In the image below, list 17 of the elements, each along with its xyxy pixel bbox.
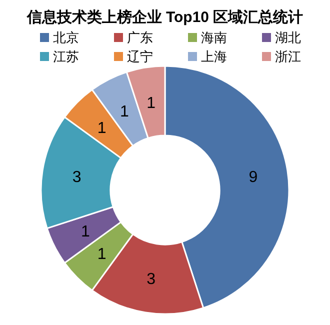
- data-label: 1: [97, 120, 106, 137]
- data-label: 3: [72, 169, 82, 186]
- data-label: 1: [81, 224, 90, 241]
- data-label: 1: [97, 246, 106, 264]
- data-label: 3: [146, 271, 156, 288]
- legend-label: 辽宁: [127, 49, 153, 64]
- legend-label: 海南: [201, 30, 227, 45]
- legend-label: 广东: [127, 30, 153, 45]
- legend-label: 北京: [53, 30, 79, 45]
- chart-title: 信息技术类上榜企业 Top10 区域汇总统计: [26, 9, 304, 26]
- legend-label: 浙江: [275, 49, 301, 64]
- data-label: 1: [146, 94, 156, 112]
- legend-label: 江苏: [53, 49, 79, 64]
- data-label: 9: [248, 169, 258, 186]
- legend-label: 湖北: [275, 30, 301, 45]
- data-label: 1: [120, 103, 130, 120]
- legend-label: 上海: [201, 49, 227, 64]
